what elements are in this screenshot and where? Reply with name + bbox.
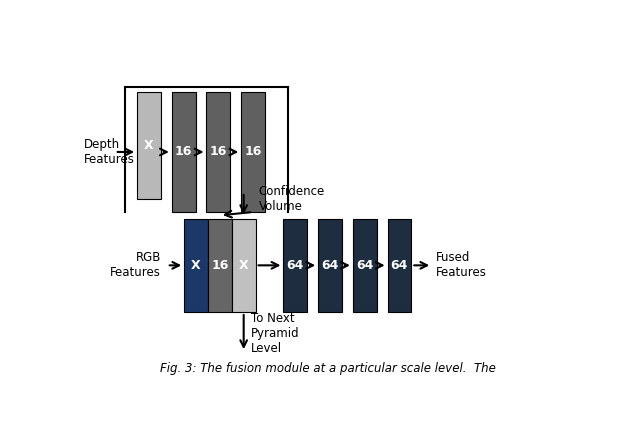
Text: Depth
Features: Depth Features — [84, 138, 135, 166]
Bar — [284, 219, 307, 312]
Bar — [184, 219, 208, 312]
Text: 16: 16 — [210, 145, 227, 158]
Text: X: X — [144, 139, 154, 152]
Bar — [353, 219, 376, 312]
Bar — [318, 219, 342, 312]
Text: Fused
Features: Fused Features — [436, 251, 486, 279]
Text: 64: 64 — [391, 259, 408, 272]
Text: 16: 16 — [244, 145, 262, 158]
Text: 16: 16 — [211, 259, 228, 272]
Text: 64: 64 — [287, 259, 304, 272]
Text: 16: 16 — [175, 145, 193, 158]
Text: Fig. 3: The fusion module at a particular scale level.  The: Fig. 3: The fusion module at a particula… — [160, 362, 496, 375]
Text: X: X — [191, 259, 201, 272]
Bar — [137, 92, 161, 199]
Bar — [208, 219, 232, 312]
Bar — [207, 92, 230, 212]
Bar — [241, 92, 265, 212]
Text: 64: 64 — [321, 259, 339, 272]
Text: RGB
Features: RGB Features — [110, 251, 161, 279]
Text: To Next
Pyramid
Level: To Next Pyramid Level — [251, 312, 300, 355]
Bar — [232, 219, 255, 312]
Text: X: X — [239, 259, 248, 272]
Text: 64: 64 — [356, 259, 373, 272]
Bar — [172, 92, 196, 212]
Text: Confidence
Volume: Confidence Volume — [259, 184, 325, 213]
Bar — [388, 219, 412, 312]
